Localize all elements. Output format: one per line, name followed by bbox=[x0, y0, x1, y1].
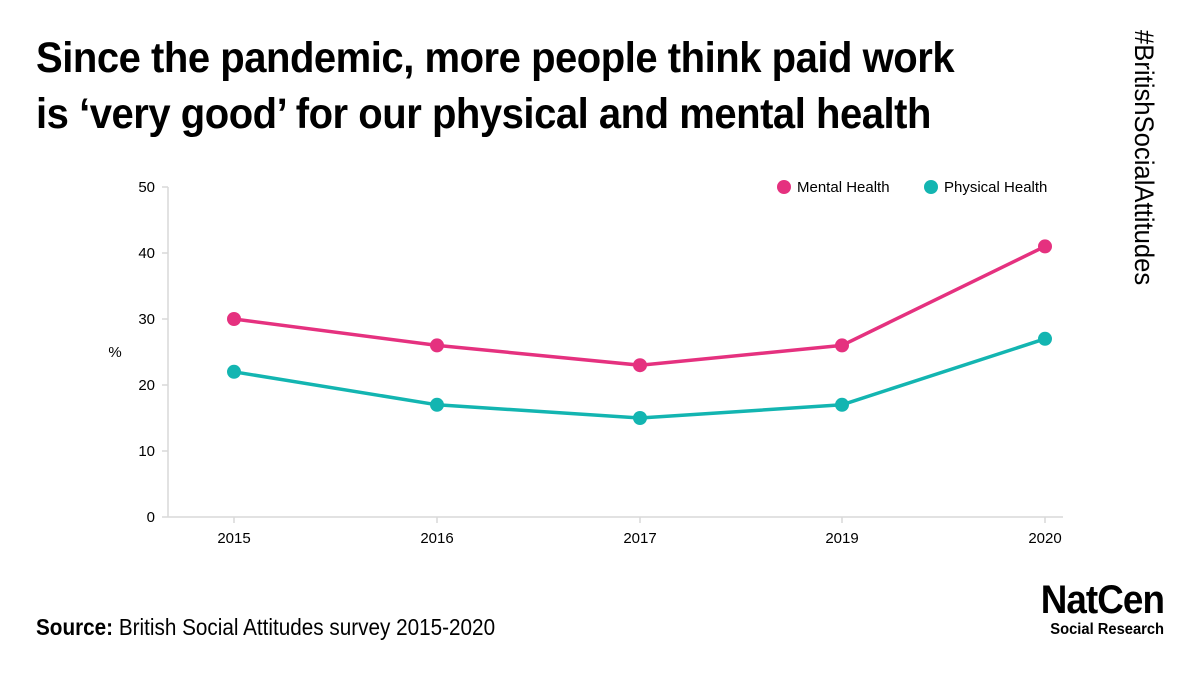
data-point bbox=[1038, 331, 1052, 346]
x-tick-label: 2015 bbox=[217, 530, 250, 547]
y-tick-label: 30 bbox=[138, 311, 155, 328]
x-tick-label: 2020 bbox=[1028, 530, 1061, 547]
source-text: British Social Attitudes survey 2015-202… bbox=[113, 614, 496, 640]
source-label: Source: bbox=[36, 614, 114, 640]
hashtag-label: #BritishSocialAttitudes bbox=[1129, 30, 1159, 286]
data-point bbox=[430, 397, 444, 412]
legend-label: Mental Health bbox=[797, 179, 890, 196]
y-axis-label: % bbox=[108, 344, 121, 361]
legend-marker bbox=[777, 180, 791, 194]
logo-subtitle: Social Research bbox=[1050, 621, 1164, 638]
series-line-1 bbox=[233, 244, 1046, 367]
data-point bbox=[430, 338, 444, 353]
data-point bbox=[1038, 239, 1052, 254]
data-point bbox=[835, 397, 849, 412]
data-point bbox=[633, 358, 647, 373]
x-tick-label: 2019 bbox=[825, 530, 858, 547]
chart-title-line-2: is ‘very good’ for our physical and ment… bbox=[36, 90, 931, 138]
chart-title: Since the pandemic, more people think pa… bbox=[36, 30, 1003, 142]
legend-marker bbox=[924, 180, 938, 194]
natcen-logo: NatCen Social Research bbox=[1030, 578, 1165, 640]
y-tick-label: 10 bbox=[138, 443, 155, 460]
logo-name: NatCen bbox=[1040, 578, 1165, 622]
data-point bbox=[227, 364, 241, 379]
legend-label: Physical Health bbox=[944, 179, 1047, 196]
data-point bbox=[835, 338, 849, 353]
data-point bbox=[227, 312, 241, 326]
y-tick-label: 0 bbox=[147, 509, 155, 526]
y-tick-label: 40 bbox=[138, 245, 155, 262]
series-line-2 bbox=[233, 337, 1046, 420]
source-note: Source: British Social Attitudes survey … bbox=[36, 614, 495, 641]
x-tick-label: 2017 bbox=[623, 530, 656, 547]
chart-title-line-1: Since the pandemic, more people think pa… bbox=[36, 34, 955, 82]
y-tick-label: 50 bbox=[138, 179, 155, 196]
data-point bbox=[633, 411, 647, 425]
x-tick-label: 2016 bbox=[420, 530, 453, 547]
y-tick-label: 20 bbox=[138, 377, 155, 394]
